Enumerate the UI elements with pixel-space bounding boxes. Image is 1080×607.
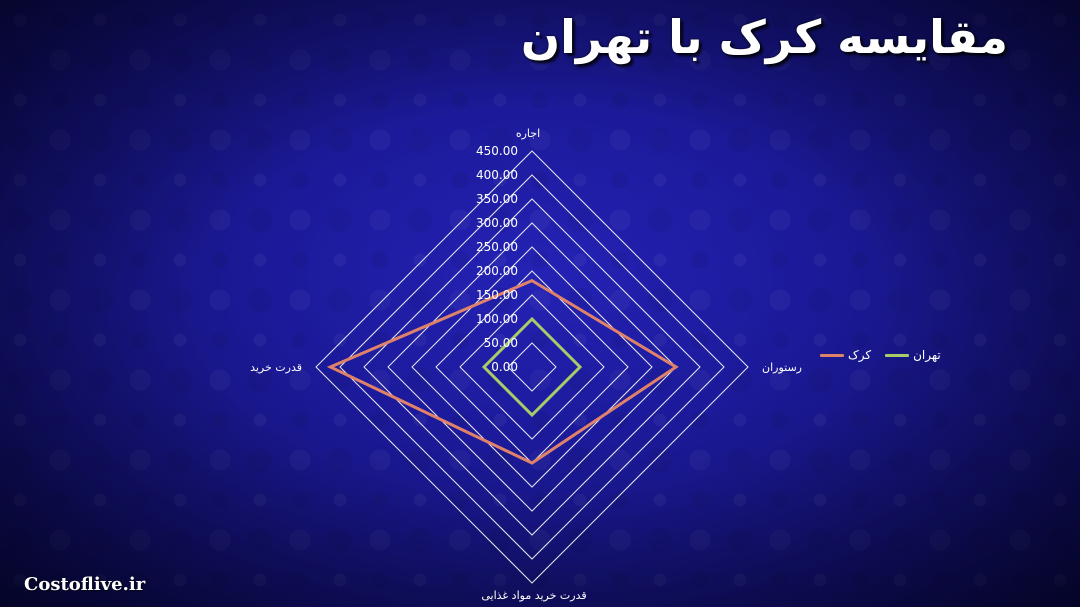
tick-label: 450.00 xyxy=(476,144,518,158)
grid-ring xyxy=(459,294,605,440)
grid-ring xyxy=(363,198,701,536)
tick-label: 0.00 xyxy=(491,360,518,374)
radar-grid xyxy=(315,150,749,584)
chart-legend: کرک تهران xyxy=(820,348,941,362)
legend-item-karak: کرک xyxy=(820,348,871,362)
series-line-tehran xyxy=(481,316,583,418)
grid-ring xyxy=(507,342,557,392)
tick-label: 100.00 xyxy=(476,312,518,326)
tick-label: 200.00 xyxy=(476,264,518,278)
legend-label-karak: کرک xyxy=(848,348,872,362)
grid-ring xyxy=(339,174,725,560)
legend-label-tehran: تهران xyxy=(913,348,941,362)
grid-ring xyxy=(387,222,677,512)
legend-swatch-tehran xyxy=(885,353,910,357)
tick-label: 400.00 xyxy=(476,168,518,182)
tick-label: 50.00 xyxy=(484,336,518,350)
category-label: رستوران xyxy=(762,361,802,374)
category-label: قدرت خرید xyxy=(250,361,302,374)
page-title: مقایسه کرک با تهران xyxy=(520,10,1008,64)
tick-label: 350.00 xyxy=(476,192,518,206)
tick-label: 250.00 xyxy=(476,240,518,254)
category-label: قدرت خرید مواد غذایی xyxy=(481,589,586,602)
category-label: اجاره xyxy=(516,127,540,140)
radar-tick-labels: 0.00 50.00 100.00 150.00 200.00 250.00 300.00 3… xyxy=(476,144,518,374)
grid-ring xyxy=(435,270,629,464)
legend-item-tehran: تهران xyxy=(885,348,941,362)
radar-category-labels: اجاره رستوران قدرت خرید مواد غذایی قدرت خری… xyxy=(250,127,802,602)
grid-ring xyxy=(315,150,749,584)
radar-series xyxy=(326,278,679,465)
series-line-karak xyxy=(326,278,679,465)
tick-label: 150.00 xyxy=(476,288,518,302)
legend-swatch-karak xyxy=(820,353,844,357)
tick-label: 300.00 xyxy=(476,216,518,230)
watermark: Costoflive.ir xyxy=(24,574,146,595)
